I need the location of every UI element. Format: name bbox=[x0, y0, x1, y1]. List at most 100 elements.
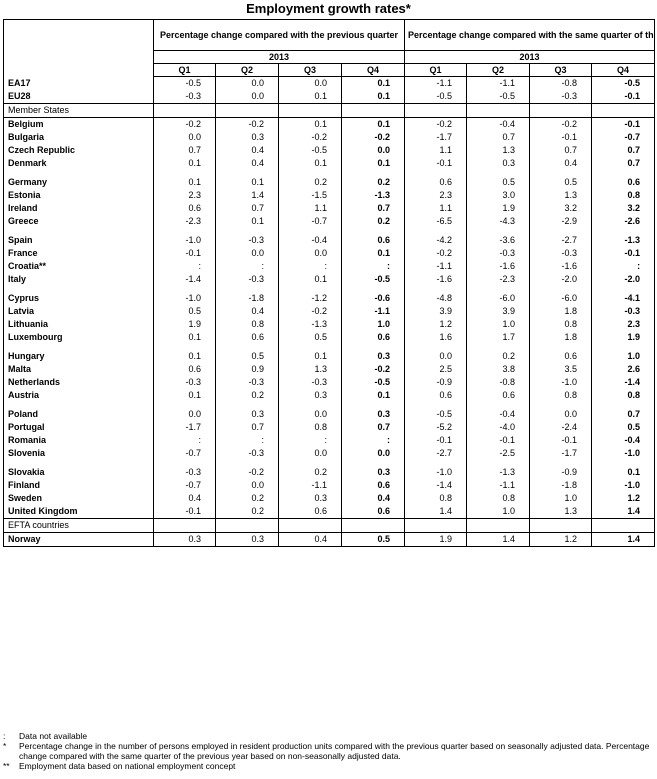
value-cell-yoy-q3: -1.7 bbox=[529, 447, 593, 460]
value-cell-prev-q4: 0.2 bbox=[341, 176, 406, 189]
value-cell-yoy-q2: -0.3 bbox=[466, 247, 531, 260]
country-label: EU28 bbox=[3, 90, 154, 104]
value-cell-prev-q1: -1.4 bbox=[153, 273, 216, 286]
value-cell-prev-q3: -1.1 bbox=[278, 479, 342, 492]
value-cell-yoy-q1: 1.1 bbox=[404, 144, 468, 157]
country-label: Belgium bbox=[3, 117, 154, 131]
value-cell-prev-q1: 2.3 bbox=[153, 189, 216, 202]
value-cell-prev-q1: 0.1 bbox=[153, 389, 216, 402]
value-cell-prev-q2: 0.5 bbox=[215, 350, 279, 363]
value-cell-yoy-q2: 1.7 bbox=[466, 331, 531, 344]
value-cell-prev-q3: -1.5 bbox=[278, 189, 342, 202]
value-cell-prev-q1: -0.1 bbox=[153, 247, 216, 260]
table-row: Norway 0.3 0.3 0.4 0.5 1.9 1.4 1.2 1.4 bbox=[3, 532, 656, 547]
value-cell-prev-q2: 0.0 bbox=[215, 479, 279, 492]
quarter-header-yoy-q2: Q2 bbox=[466, 63, 531, 77]
value-cell-yoy-q1: 1.2 bbox=[404, 318, 468, 331]
value-cell-yoy-q1: -0.9 bbox=[404, 376, 468, 389]
value-cell-yoy-q2: -1.1 bbox=[466, 479, 531, 492]
value-cell-prev-q1: 0.5 bbox=[153, 305, 216, 318]
quarter-header-prev-q3: Q3 bbox=[278, 63, 342, 77]
value-cell-prev-q1: -1.7 bbox=[153, 421, 216, 434]
value-cell-yoy-q4: -1.3 bbox=[591, 234, 656, 247]
spacer-row bbox=[3, 344, 656, 350]
value-cell-yoy-q1: 0.8 bbox=[404, 492, 468, 505]
country-label: Poland bbox=[3, 408, 154, 421]
value-cell-prev-q2: 0.7 bbox=[215, 202, 279, 215]
country-label: Germany bbox=[3, 176, 154, 189]
efta-section-label: EFTA countries bbox=[3, 518, 154, 533]
value-cell-yoy-q4: -0.4 bbox=[591, 434, 656, 447]
value-cell-yoy-q1: 1.1 bbox=[404, 202, 468, 215]
footnote-text: Employment data based on national employ… bbox=[19, 761, 236, 771]
table-row: United Kingdom -0.1 0.2 0.6 0.6 1.4 1.0 1.3 1.4 bbox=[3, 505, 656, 519]
country-label: Bulgaria bbox=[3, 131, 154, 144]
value-cell-prev-q4: -1.1 bbox=[341, 305, 406, 318]
value-cell-prev-q4: 0.2 bbox=[341, 215, 406, 228]
country-label: Finland bbox=[3, 479, 154, 492]
value-cell-prev-q2: 0.0 bbox=[215, 247, 279, 260]
value-cell-prev-q3: 0.6 bbox=[278, 505, 342, 519]
spacer-row bbox=[3, 460, 656, 466]
value-cell-prev-q1: 0.1 bbox=[153, 350, 216, 363]
value-cell-yoy-q2: -0.5 bbox=[466, 90, 531, 104]
table-row: Netherlands -0.3 -0.3 -0.3 -0.5 -0.9 -0.8 -1.0-… bbox=[3, 376, 656, 389]
value-cell-yoy-q3: -2.0 bbox=[529, 273, 593, 286]
table-row: Slovakia -0.3 -0.2 0.2 0.3 -1.0 -1.3 -0.9 0.1 bbox=[3, 466, 656, 479]
value-cell-yoy-q4: -1.4 bbox=[591, 376, 656, 389]
value-cell-yoy-q3: -2.7 bbox=[529, 234, 593, 247]
value-cell-yoy-q4: 0.6 bbox=[591, 176, 656, 189]
value-cell-prev-q1: -1.0 bbox=[153, 234, 216, 247]
value-cell-yoy-q1: 1.4 bbox=[404, 505, 468, 519]
table-row: Croatia**:::: -1.1 -1.6 -1.6: bbox=[3, 260, 656, 273]
value-cell-prev-q2: 0.3 bbox=[215, 131, 279, 144]
value-cell-prev-q3: -0.7 bbox=[278, 215, 342, 228]
value-cell-yoy-q2: 0.7 bbox=[466, 131, 531, 144]
value-cell-yoy-q2: 3.8 bbox=[466, 363, 531, 376]
value-cell-yoy-q1: -4.8 bbox=[404, 292, 468, 305]
country-label: Spain bbox=[3, 234, 154, 247]
value-cell-yoy-q1: 0.6 bbox=[404, 176, 468, 189]
country-label: Cyprus bbox=[3, 292, 154, 305]
country-label: France bbox=[3, 247, 154, 260]
value-cell-yoy-q3: 1.3 bbox=[529, 189, 593, 202]
value-cell-prev-q1: -0.1 bbox=[153, 505, 216, 519]
quarter-header-yoy-q1: Q1 bbox=[404, 63, 468, 77]
value-cell-prev-q3: -1.3 bbox=[278, 318, 342, 331]
value-cell-prev-q2: 0.2 bbox=[215, 505, 279, 519]
table-row: Romania:::: -0.1 -0.1 -0.1 -0.4 bbox=[3, 434, 656, 447]
year-header-prev: 2013 bbox=[153, 50, 406, 64]
value-cell-yoy-q1: -0.1 bbox=[404, 157, 468, 170]
quarter-header-prev-q2: Q2 bbox=[215, 63, 279, 77]
value-cell-prev-q4: 0.5 bbox=[341, 532, 406, 547]
value-cell-yoy-q3: 3.2 bbox=[529, 202, 593, 215]
value-cell-yoy-q1: -0.1 bbox=[404, 434, 468, 447]
country-label: Luxembourg bbox=[3, 331, 154, 344]
table-row: Czech Republic 0.7 0.4 -0.5 0.0 1.1 1.3 0.7 0.7 bbox=[3, 144, 656, 157]
value-cell-prev-q2: 0.3 bbox=[215, 532, 279, 547]
table-row: Denmark 0.1 0.4 0.1 0.1 -0.1 0.3 0.4 0.7 bbox=[3, 157, 656, 170]
value-cell-prev-q3: -0.3 bbox=[278, 376, 342, 389]
table-body: EA17 -0.5 0.0 0.0 0.1 -1.1 -1.1 -0.8 -0.5 EU28 -0.… bbox=[3, 76, 656, 547]
value-cell-prev-q3: 0.1 bbox=[278, 350, 342, 363]
value-cell-prev-q3: : bbox=[278, 434, 342, 447]
value-cell-yoy-q2: 1.4 bbox=[466, 532, 531, 547]
value-cell-yoy-q4: 2.6 bbox=[591, 363, 656, 376]
value-cell-prev-q4: 0.1 bbox=[341, 389, 406, 402]
value-cell-prev-q3: 0.1 bbox=[278, 117, 342, 131]
value-cell-yoy-q3: 0.6 bbox=[529, 350, 593, 363]
value-cell-yoy-q1: -5.2 bbox=[404, 421, 468, 434]
value-cell-prev-q4: 0.3 bbox=[341, 466, 406, 479]
value-cell-prev-q1: -0.3 bbox=[153, 376, 216, 389]
value-cell-yoy-q2: 0.5 bbox=[466, 176, 531, 189]
footnote: : Data not available bbox=[3, 731, 654, 741]
value-cell-yoy-q2: -2.3 bbox=[466, 273, 531, 286]
value-cell-prev-q1: 0.0 bbox=[153, 131, 216, 144]
country-label: Latvia bbox=[3, 305, 154, 318]
value-cell-prev-q4: : bbox=[341, 260, 406, 273]
quarter-header-prev-q4: Q4 bbox=[341, 63, 406, 77]
value-cell-prev-q2: 0.1 bbox=[215, 215, 279, 228]
value-cell-prev-q3: 0.1 bbox=[278, 273, 342, 286]
value-cell-prev-q1: -0.7 bbox=[153, 479, 216, 492]
value-cell-prev-q4: 0.7 bbox=[341, 202, 406, 215]
